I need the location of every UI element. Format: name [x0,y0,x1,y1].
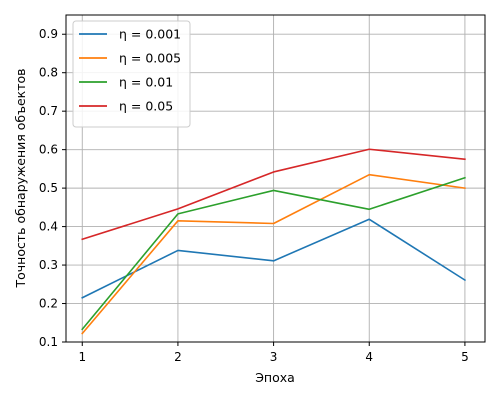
x-tick-label: 2 [174,350,182,364]
y-tick-label: 0.9 [39,27,58,41]
y-tick-label: 0.4 [39,220,58,234]
y-tick-label: 0.8 [39,66,58,80]
y-axis-label: Точность обнаружения объектов [13,69,28,289]
x-tick-label: 3 [270,350,278,364]
plot-frame [65,14,486,343]
legend-label: η = 0.05 [119,99,173,114]
y-tick-label: 0.6 [39,143,58,157]
series-line-0 [81,218,467,299]
series-line-2 [81,176,466,331]
legend-label: η = 0.001 [119,27,181,42]
x-tick-label: 1 [78,350,86,364]
series-lines [81,148,467,335]
x-tick-label: 4 [365,350,373,364]
legend: η = 0.001 η = 0.005 η = 0.01 η = 0.05 [72,20,191,128]
legend-label: η = 0.01 [119,75,173,90]
x-axis-label: Эпоха [255,370,295,385]
legend-label: η = 0.005 [119,51,181,66]
ticks: 1 2 3 4 5 0.1 0.2 0.3 0.4 0.5 0.6 0.7 0.8 0.9 [39,27,469,364]
y-tick-label: 0.2 [39,297,58,311]
series-line-1 [81,173,466,335]
y-tick-label: 0.1 [39,335,58,349]
legend-box [72,20,191,128]
series-line-3 [81,148,466,241]
y-tick-label: 0.5 [39,181,58,195]
y-tick-label: 0.3 [39,258,58,272]
x-tick-label: 5 [461,350,469,364]
y-tick-label: 0.7 [39,104,58,118]
